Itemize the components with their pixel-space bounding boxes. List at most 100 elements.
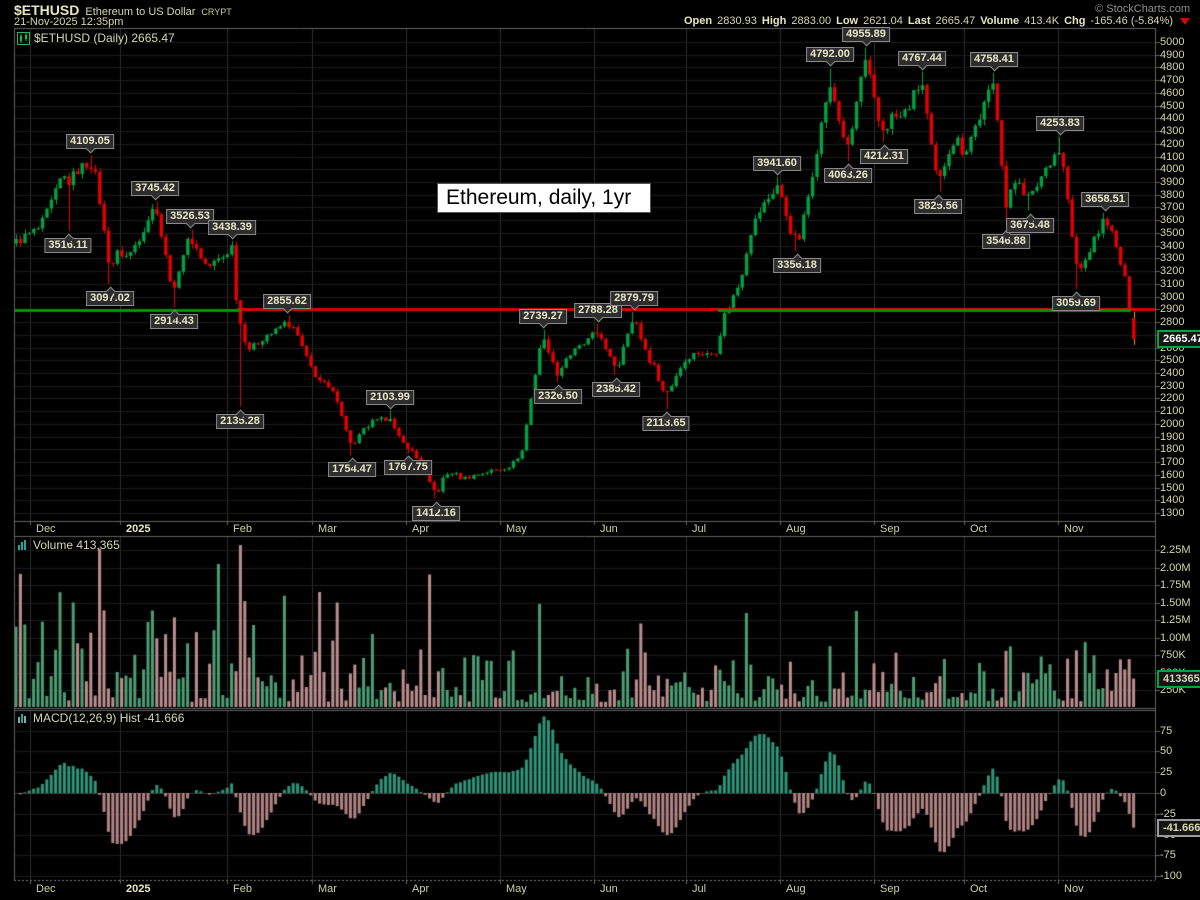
macd-legend-text: MACD(12,26,9) Hist -41.666 [33,711,185,725]
price-callout: 4767.44 [898,50,946,71]
macd-tick-label: -100 [1160,870,1183,883]
price-tick-label: 1300 [1160,507,1185,519]
macd-tick-label: -75 [1160,849,1176,862]
volume-tick-label: 1.25M [1160,614,1191,626]
macd-tick-label: -25 [1160,807,1176,820]
price-tick-label: 3000 [1160,290,1185,303]
volume-legend-text: Volume 413,365 [33,538,120,552]
price-callout: 1767.75 [384,456,432,476]
volume-panel-legend: Volume 413,365 [17,538,120,552]
price-callout: 4063.26 [824,163,872,184]
quote-label: Last [907,15,931,27]
price-callout: 3526.53 [166,208,214,229]
copyright-notice: © StockCharts.com [1095,3,1190,15]
price-callout: 2103.99 [366,389,414,410]
quote-value: 2665.47 [935,15,976,27]
price-tick-label: 1900 [1160,430,1185,443]
price-tick-label: 3300 [1160,252,1185,265]
price-tick-label: 4100 [1160,150,1185,163]
price-callout: 4253.83 [1036,115,1084,136]
price-callout: 2326.50 [534,384,582,405]
quote-label: Open [684,15,713,27]
month-label: 2025 [126,523,151,535]
month-label: Mar [318,523,337,535]
price-callout: 2135.28 [216,409,264,429]
last-macd-tag: -41.666 [1157,819,1200,837]
header: $ETHUSD Ethereum to US Dollar CRYPT [14,2,232,20]
last-price-tag: 2665.47 [1157,330,1200,348]
month-label: Mar [318,883,337,895]
quote-value: 2883.00 [791,15,832,27]
month-label: Jul [692,883,707,895]
quote-value: -165.46 (-5.84%) [1090,15,1173,27]
price-tick-label: 1600 [1160,468,1185,481]
month-label: Apr [412,523,430,535]
price-tick-label: 5000 [1160,36,1185,48]
price-callout: 3745.42 [131,180,179,201]
price-callout: 2385.42 [592,377,640,397]
price-callout: 3546.88 [982,229,1030,249]
month-label: Jul [692,523,707,535]
exchange-label: CRYPT [201,7,232,17]
price-tick-label: 1400 [1160,494,1185,507]
month-label: May [506,523,527,535]
price-callout: 3438.39 [208,219,256,240]
price-callout: 2113.65 [642,411,690,432]
volume-tick-label: 2.25M [1160,544,1191,556]
price-tick-label: 2900 [1160,303,1185,316]
price-tick-label: 4200 [1160,137,1185,150]
ticker-symbol: $ETHUSD [14,2,80,18]
price-callout: 2914.43 [150,310,198,330]
macd-panel-legend: MACD(12,26,9) Hist -41.666 [17,711,184,725]
change-down-arrow-icon [1180,17,1190,25]
month-label: Dec [36,883,56,895]
price-callout: 3516.11 [44,233,92,253]
x-axis-bottom: Dec 2025 Feb Mar Apr May Jun Jul Aug Sep Oct Nov [0,883,1200,897]
price-callout: 4758.41 [970,51,1018,72]
price-legend-text: $ETHUSD (Daily) 2665.47 [34,31,175,45]
month-label: Oct [970,883,988,895]
price-tick-label: 4400 [1160,112,1185,125]
price-tick-label: 2300 [1160,379,1185,392]
month-label: Aug [786,883,806,895]
price-callout: 4212.31 [860,144,908,165]
month-label: 2025 [126,883,151,895]
price-tick-label: 2400 [1160,366,1185,379]
price-tick-label: 1500 [1160,481,1185,494]
price-callout: 2739.27 [519,308,567,329]
price-callout: 3059.69 [1052,291,1100,311]
macd-tick-label: 50 [1160,745,1173,758]
month-label: Sep [880,523,900,535]
price-callout: 4792.00 [806,47,854,67]
price-tick-label: 3900 [1160,176,1185,189]
price-tick-label: 4500 [1160,99,1185,112]
quote-value: 413.4K [1024,15,1060,27]
month-label: Oct [970,523,988,535]
price-callout: 3097.02 [86,286,134,307]
price-tick-label: 4000 [1160,163,1185,176]
price-tick-label: 4600 [1160,86,1185,99]
quote-label: Volume [980,15,1020,27]
quote-label: High [761,15,787,27]
user-annotation-box: Ethereum, daily, 1yr [437,183,651,213]
price-tick-label: 3700 [1160,201,1185,214]
month-label: Jun [600,883,618,895]
price-tick-label: 2200 [1160,392,1185,405]
quote-summary: Open 2830.93 High 2883.00 Low 2621.04 Last 2665… [684,15,1190,27]
volume-tick-label: 750K [1160,649,1186,661]
price-callout: 3825.56 [914,194,962,214]
price-callout: 3658.51 [1081,191,1129,212]
month-label: Apr [412,883,430,895]
price-tick-label: 3100 [1160,277,1185,290]
price-callout: 3941.60 [753,155,801,176]
quote-label: Low [836,15,859,27]
price-tick-label: 3600 [1160,214,1185,227]
last-volume-tag: 413365.00 [1157,670,1200,688]
macd-hist-icon [18,714,26,723]
price-tick-label: 3200 [1160,265,1185,278]
price-tick-label: 3500 [1160,226,1185,239]
price-tick-label: 4900 [1160,48,1185,61]
volume-tick-label: 1.00M [1160,631,1191,644]
price-callout: 1412.16 [412,501,460,521]
